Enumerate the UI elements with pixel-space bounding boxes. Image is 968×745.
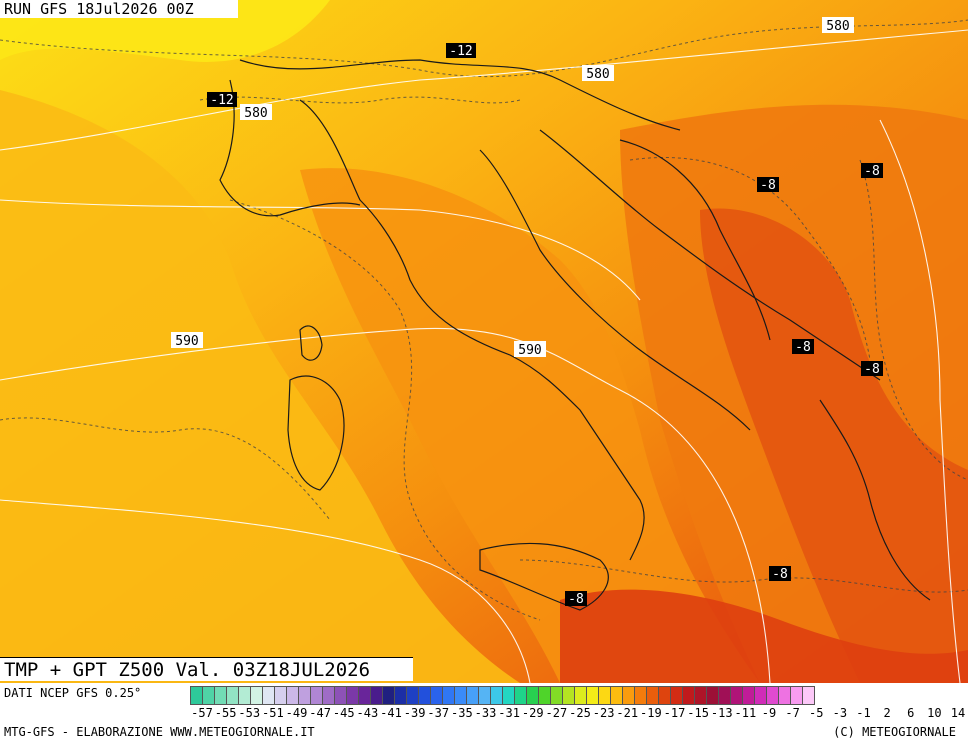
colorbar-ticks: -57 -55 -53 -51 -49 -47 -45 -43 -41 -39 -37 -35 -33-… <box>190 706 968 722</box>
contour-label-temp: -8 <box>760 178 776 193</box>
colorbar-tick-label: -23 <box>592 706 615 720</box>
island-sicily <box>479 542 609 611</box>
contour-label-temp: -12 <box>210 93 233 108</box>
temp-label-box <box>861 163 883 178</box>
colorbar-tick-label: -15 <box>687 706 709 720</box>
contour-label-box <box>822 17 854 33</box>
island-sardinia <box>287 375 345 491</box>
contour-label-height: 580 <box>826 19 849 34</box>
footer-copyright: (C) METEOGIORNALE <box>833 725 956 739</box>
island-corsica <box>299 325 323 361</box>
colorbar-tick-label: -37 <box>427 706 450 720</box>
colorbar-tick-label: -35 <box>451 706 473 720</box>
colorbar-tick-label: -11 <box>734 706 757 720</box>
temp-label-box <box>861 361 883 376</box>
colorbar-tick-label: -13 <box>710 706 733 720</box>
colorbar-tick-label: -3 <box>832 706 848 720</box>
temp-label-box <box>565 591 587 606</box>
contour-label-box <box>240 104 272 120</box>
border-east <box>619 139 771 341</box>
coastline-balkans <box>539 129 881 381</box>
colorbar-tick-label: -9 <box>761 706 777 720</box>
colorbar-tick-label: -53 <box>238 706 261 720</box>
colorbar-tick-label: -17 <box>663 706 686 720</box>
weather-map: 580 580 580 590 590 -12 -12 -8 -8 -8 -8 … <box>0 0 968 683</box>
coastline-adriatic <box>479 149 751 431</box>
colorbar-tick-label: -51 <box>262 706 284 720</box>
contour-label-temp: -8 <box>864 164 880 179</box>
colorbar-tick-label: -57 <box>191 706 213 720</box>
colorbar-tick-label: 6 <box>907 706 915 720</box>
contour-label-box <box>514 341 546 357</box>
map-title: TMP + GPT Z500 Val. 03Z18JUL2026 <box>0 657 413 681</box>
colorbar-tick-label: -45 <box>332 706 355 720</box>
contour-label-height: 580 <box>586 67 609 82</box>
colorbar-tick-label: -19 <box>640 706 662 720</box>
contour-label-height: 590 <box>518 343 541 358</box>
temp-label-box <box>446 43 476 58</box>
colorbar-tick-label: -49 <box>285 706 308 720</box>
colorbar-tick-label: -33 <box>474 706 497 720</box>
contour-label-height: 590 <box>175 334 198 349</box>
contour-label-temp: -8 <box>568 592 584 607</box>
contour-label-temp: -8 <box>795 340 811 355</box>
footer-credit: MTG-GFS - ELABORAZIONE WWW.METEOGIORNALE… <box>4 725 315 739</box>
colorbar-tick-label: 14 <box>950 706 966 720</box>
colorbar-tick-label: -39 <box>403 706 426 720</box>
colorbar-tick-label: -41 <box>380 706 402 720</box>
colorbar-tick-label: -43 <box>356 706 379 720</box>
run-label: RUN GFS 18Jul2026 00Z <box>0 0 238 18</box>
temp-zone-west <box>0 90 520 683</box>
temp-label-box <box>769 566 791 581</box>
colorbar-tick-label: -31 <box>498 706 520 720</box>
contour-label-height: 580 <box>244 106 267 121</box>
temp-label-box <box>792 339 814 354</box>
coastline-greece <box>819 399 931 601</box>
colorbar-tick-label: -5 <box>809 706 824 720</box>
colorbar-tick-label: -29 <box>521 706 544 720</box>
contour-label-box <box>582 65 614 81</box>
temp-label-box <box>207 92 237 107</box>
contour-label-box <box>171 332 203 348</box>
data-source-label: DATI NCEP GFS 0.25° <box>4 686 142 700</box>
contour-label-temp: -12 <box>449 44 472 59</box>
colorbar-tick-label: -47 <box>309 706 331 720</box>
contour-label-temp: -8 <box>772 567 788 582</box>
contour-label-temp: -8 <box>864 362 880 377</box>
colorbar-tick-label: 2 <box>883 706 891 720</box>
colorbar-tick-label: -1 <box>856 706 871 720</box>
colorbar-tick-label: -55 <box>214 706 237 720</box>
colorbar-tick-label: -21 <box>616 706 639 720</box>
temp-zone-center <box>300 168 760 683</box>
colorbar-tick-label: -7 <box>785 706 800 720</box>
colorbar <box>190 686 815 706</box>
border-north <box>239 59 681 131</box>
colorbar-swatch <box>802 686 815 705</box>
temp-zone-balkans <box>700 208 968 683</box>
temp-label-box <box>757 177 779 192</box>
temp-zone-southeast <box>560 589 968 683</box>
coastline-france <box>219 79 361 217</box>
colorbar-tick-label: 10 <box>927 706 942 720</box>
coastline-italy <box>299 99 645 561</box>
colorbar-tick-label: -27 <box>545 706 568 720</box>
colorbar-tick-label: -25 <box>569 706 591 720</box>
